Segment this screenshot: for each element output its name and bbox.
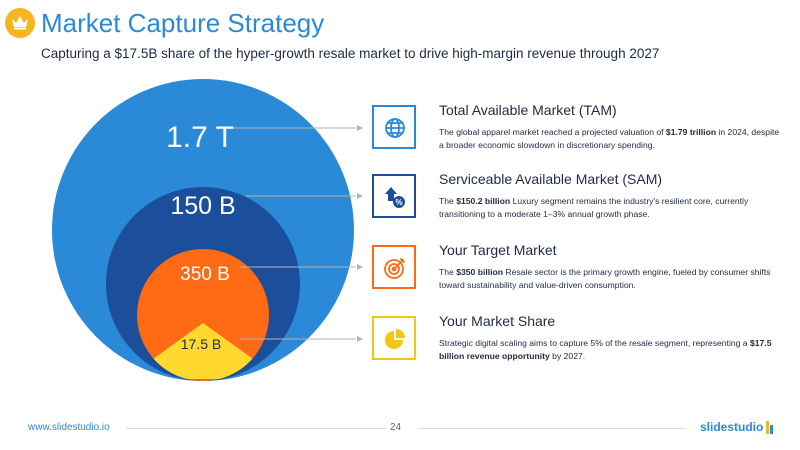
- connector-lines: [231, 125, 363, 342]
- growth-percent-icon: %: [385, 187, 405, 208]
- item-description: The global apparel market reached a proj…: [439, 127, 780, 150]
- crown-logo: [5, 8, 35, 38]
- list-item-share: Your Market Share Strategic digital scal…: [372, 313, 782, 372]
- item-description: The $350 billion Resale sector is the pr…: [439, 267, 771, 290]
- circle-label-share: 17.5 B: [181, 336, 221, 352]
- footer-divider-left: [126, 428, 386, 429]
- segment-share: [137, 323, 269, 379]
- footer-brand-name: slidestudio: [700, 420, 764, 434]
- icon-box-sam: %: [372, 174, 416, 218]
- globe-icon: [385, 118, 405, 138]
- footer-website-link[interactable]: www.slidestudio.io: [28, 422, 110, 433]
- item-description: Strategic digital scaling aims to captur…: [439, 338, 772, 361]
- item-description: The $150.2 billion Luxury segment remain…: [439, 196, 749, 219]
- circle-label-target: 350 B: [180, 264, 230, 285]
- page-title: Market Capture Strategy: [41, 8, 325, 38]
- footer-divider-right: [418, 428, 686, 429]
- list-item-target: Your Target Market The $350 billion Resa…: [372, 242, 782, 301]
- item-heading: Your Target Market: [439, 242, 557, 258]
- brand-bars-icon: [766, 421, 774, 434]
- crown-icon: [12, 16, 28, 30]
- icon-box-target: [372, 245, 416, 289]
- svg-text:%: %: [395, 198, 402, 207]
- target-icon: [384, 258, 405, 279]
- list-item-sam: % Serviceable Available Market (SAM) The…: [372, 171, 782, 230]
- page-subtitle: Capturing a $17.5B share of the hyper-gr…: [41, 46, 660, 61]
- page-number: 24: [390, 422, 402, 433]
- item-heading: Serviceable Available Market (SAM): [439, 171, 663, 187]
- circle-label-sam: 150 B: [170, 192, 235, 220]
- list-item-tam: Total Available Market (TAM) The global …: [372, 102, 782, 161]
- circle-label-tam: 1.7 T: [166, 121, 234, 154]
- pie-chart-icon: [385, 329, 405, 349]
- item-heading: Your Market Share: [439, 313, 556, 329]
- item-heading: Total Available Market (TAM): [439, 102, 617, 118]
- icon-box-tam: [372, 105, 416, 149]
- icon-box-share: [372, 316, 416, 360]
